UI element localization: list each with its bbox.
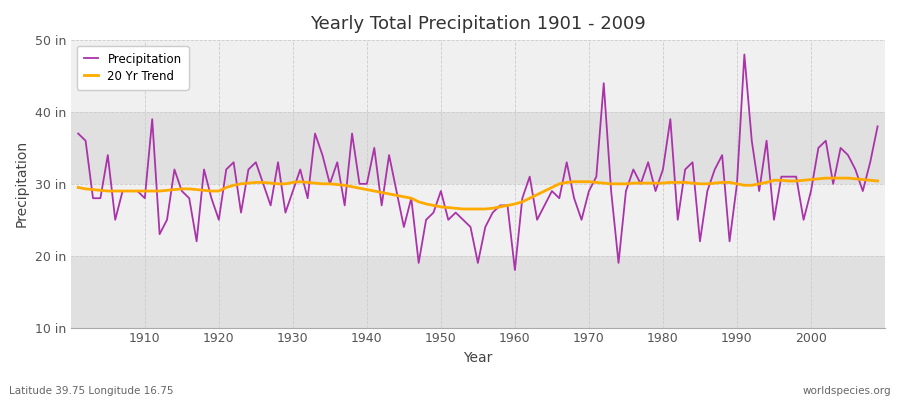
Line: Precipitation: Precipitation	[78, 54, 878, 270]
Precipitation	[606, 189, 616, 194]
20 Yr Trend	[509, 202, 520, 206]
20 Yr Trend	[872, 178, 883, 183]
Precipitation	[295, 167, 306, 172]
Line: 20 Yr Trend: 20 Yr Trend	[78, 178, 878, 209]
Bar	[71, 112, 885, 184]
Precipitation	[339, 203, 350, 208]
Precipitation	[502, 203, 513, 208]
Precipitation	[872, 124, 883, 129]
Bar	[71, 256, 885, 328]
Precipitation	[739, 52, 750, 57]
Text: worldspecies.org: worldspecies.org	[803, 386, 891, 396]
Title: Yearly Total Precipitation 1901 - 2009: Yearly Total Precipitation 1901 - 2009	[310, 15, 646, 33]
Text: Latitude 39.75 Longitude 16.75: Latitude 39.75 Longitude 16.75	[9, 386, 174, 396]
20 Yr Trend	[517, 200, 527, 204]
X-axis label: Year: Year	[464, 351, 492, 365]
20 Yr Trend	[73, 185, 84, 190]
20 Yr Trend	[132, 189, 143, 194]
Bar	[71, 40, 885, 112]
Precipitation	[73, 131, 84, 136]
20 Yr Trend	[606, 182, 616, 186]
Legend: Precipitation, 20 Yr Trend: Precipitation, 20 Yr Trend	[76, 46, 189, 90]
20 Yr Trend	[295, 179, 306, 184]
Y-axis label: Precipitation: Precipitation	[15, 140, 29, 228]
20 Yr Trend	[339, 183, 350, 188]
Precipitation	[517, 196, 527, 201]
Precipitation	[509, 268, 520, 272]
20 Yr Trend	[458, 207, 469, 212]
20 Yr Trend	[821, 176, 832, 180]
Precipitation	[132, 189, 143, 194]
Bar	[71, 184, 885, 256]
